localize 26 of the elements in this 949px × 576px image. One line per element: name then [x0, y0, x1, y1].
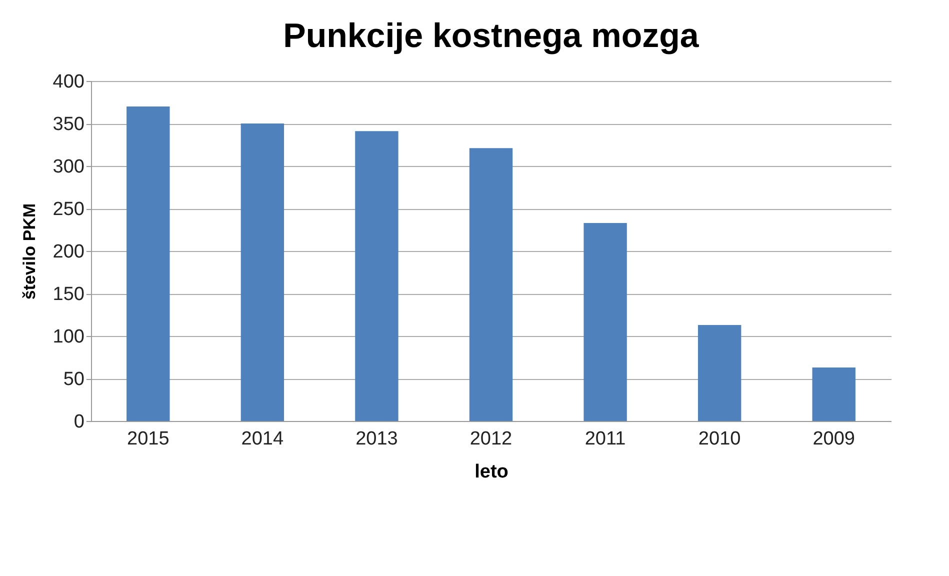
y-tick-label: 100 — [52, 326, 84, 348]
x-tick-label: 2013 — [356, 428, 398, 450]
x-tick-label: 2009 — [812, 428, 855, 450]
y-tick-label: 350 — [52, 114, 84, 135]
bar — [812, 367, 856, 421]
bar — [240, 124, 284, 421]
x-axis-title: leto — [474, 462, 508, 482]
x-tick-label: 2012 — [470, 428, 512, 450]
y-tick-label: 50 — [63, 369, 84, 390]
y-axis-title: število PKM — [20, 203, 39, 300]
bar — [355, 131, 398, 421]
y-tick-label: 300 — [52, 156, 84, 178]
y-tick-label: 200 — [52, 242, 84, 262]
x-tick-label: 2011 — [584, 428, 626, 450]
x-tick-label: 2014 — [241, 428, 284, 450]
y-tick-label: 400 — [52, 72, 84, 92]
chart-title: Punkcije kostnega mozga — [283, 17, 700, 55]
bar — [698, 324, 742, 421]
x-tick-label: 2010 — [698, 428, 741, 450]
y-tick-label: 250 — [52, 199, 84, 220]
y-tick-label: 0 — [74, 412, 84, 432]
bar — [126, 106, 170, 421]
bar — [584, 222, 627, 421]
bar — [469, 148, 513, 421]
x-tick-label: 2015 — [127, 428, 170, 450]
y-tick-label: 150 — [52, 284, 84, 305]
